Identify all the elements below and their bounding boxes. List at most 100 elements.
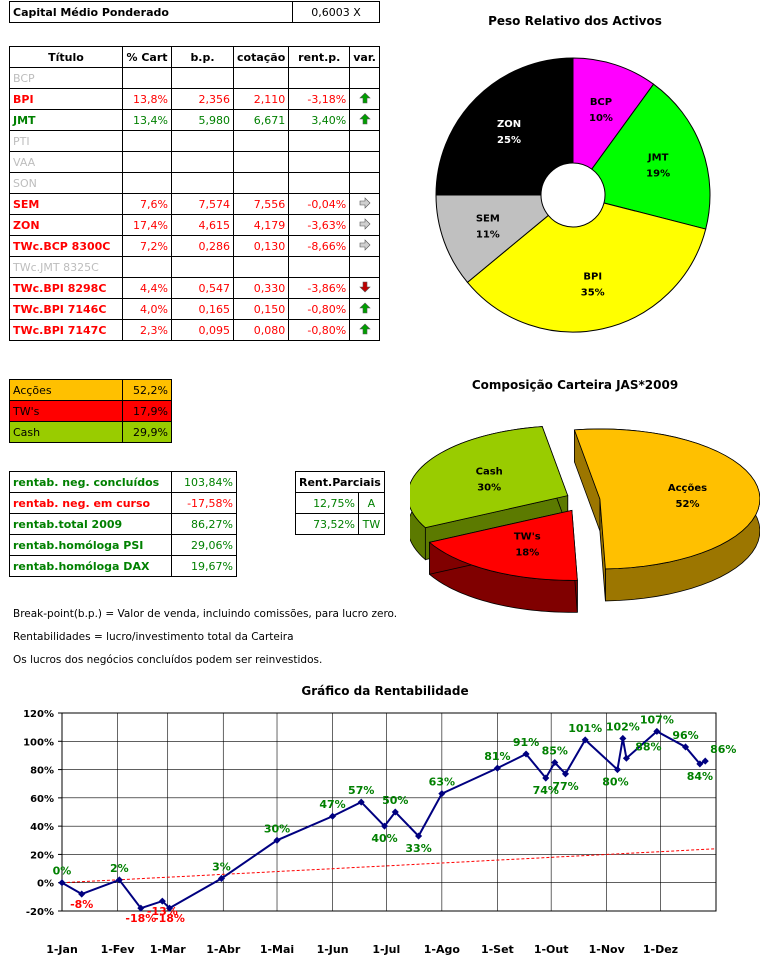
holding-rent xyxy=(288,67,351,89)
holding-title: SON xyxy=(9,172,123,194)
data-label: -8% xyxy=(70,898,93,911)
holding-row: TWc.BPI 7146C 4,0% 0,165 0,150 -0,80% xyxy=(9,298,380,320)
allocation-row: Acções 52,2% xyxy=(9,379,172,401)
arrow-down-icon xyxy=(358,281,371,293)
partial-row: 73,52% TW xyxy=(294,513,385,535)
x-tick-label: 1-Ago xyxy=(424,943,461,956)
holding-rent: -0,80% xyxy=(288,319,351,341)
data-point xyxy=(391,808,399,816)
pie-slice-label: ZON xyxy=(497,119,521,130)
portfolio-composition-3d-pie: Cash 30% Acções 52% TW's 18% xyxy=(410,426,760,613)
holding-pct xyxy=(122,172,172,194)
pie-slice-sem xyxy=(435,194,550,284)
partial-tag: A xyxy=(358,492,385,514)
data-label: 57% xyxy=(348,784,374,797)
data-label: 74% xyxy=(533,784,559,797)
holding-row: SEM 7,6% 7,574 7,556 -0,04% xyxy=(9,193,380,215)
holding-var xyxy=(349,277,380,299)
return-row: rentab. neg. em curso -17,58% xyxy=(9,492,237,514)
holding-cotacao: 0,150 xyxy=(232,298,290,320)
holding-rent xyxy=(288,130,351,152)
holding-row: TWc.BCP 8300C 7,2% 0,286 0,130 -8,66% xyxy=(9,235,380,257)
capital-value: 0,6003 X xyxy=(292,1,380,23)
allocation-value: 17,9% xyxy=(122,400,172,422)
pie1-title: Peso Relativo dos Activos xyxy=(488,14,662,28)
data-label: 3% xyxy=(212,860,231,873)
data-label: 84% xyxy=(687,770,713,783)
data-label: 40% xyxy=(371,832,397,845)
arrow-right-icon xyxy=(359,217,371,230)
holding-var xyxy=(349,193,380,215)
y-tick-label: 80% xyxy=(30,766,54,777)
pie-slice-label: BCP xyxy=(590,97,612,108)
holding-title: BPI xyxy=(9,88,123,110)
return-row: rentab.total 2009 86,27% xyxy=(9,513,237,535)
pie-slice-value: 11% xyxy=(476,230,500,241)
benchmark-trend-line xyxy=(61,848,717,884)
holding-cotacao: 0,130 xyxy=(232,235,290,257)
return-row: rentab.homóloga DAX 19,67% xyxy=(9,555,237,577)
holding-row: VAA xyxy=(9,151,380,173)
arrow-up-icon xyxy=(358,323,371,335)
holding-bp xyxy=(171,151,234,173)
return-label: rentab.homóloga PSI xyxy=(9,534,172,556)
pie-slice-value: 10% xyxy=(589,113,613,124)
holding-bp xyxy=(171,256,234,278)
x-tick-label: 1-Dez xyxy=(643,943,678,956)
holding-bp xyxy=(171,172,234,194)
holding-bp xyxy=(171,67,234,89)
data-point xyxy=(329,812,337,820)
holding-row: TWc.JMT 8325C xyxy=(9,256,380,278)
arrow-up-icon xyxy=(358,113,371,125)
allocation-row: Cash 29,9% xyxy=(9,421,172,443)
holding-var xyxy=(349,109,380,131)
holding-var xyxy=(349,235,380,257)
pie3d-slice-cash xyxy=(410,426,569,529)
holding-var xyxy=(349,151,380,173)
holding-row: TWc.BPI 8298C 4,4% 0,547 0,330 -3,86% xyxy=(9,277,380,299)
allocation-label: TW's xyxy=(9,400,123,422)
holding-cotacao: 4,179 xyxy=(232,214,290,236)
pie-slice-value: 35% xyxy=(581,287,605,298)
pie3d-slice-accoes xyxy=(573,428,760,570)
holding-cotacao xyxy=(232,256,290,278)
holding-rent xyxy=(288,172,351,194)
x-tick-label: 1-Out xyxy=(534,943,569,956)
holding-bp: 4,615 xyxy=(171,214,234,236)
x-tick-label: 1-Jan xyxy=(46,943,78,956)
y-tick-label: 0% xyxy=(37,879,54,890)
data-point xyxy=(622,754,630,762)
holding-title: VAA xyxy=(9,151,123,173)
allocation-value: 29,9% xyxy=(122,421,172,443)
data-point xyxy=(561,770,570,778)
data-label: 88% xyxy=(635,740,661,753)
data-point xyxy=(613,766,621,774)
holding-bp xyxy=(171,130,234,152)
return-label: rentab. neg. em curso xyxy=(9,492,172,514)
holding-bp: 0,165 xyxy=(171,298,234,320)
partials-title: Rent.Parciais xyxy=(295,471,385,493)
holdings-table: Título% Cart b.p. cotação rent.p. var. BCP BP… xyxy=(9,46,380,341)
holding-cotacao xyxy=(232,130,290,152)
holding-row: TWc.BPI 7147C 2,3% 0,095 0,080 -0,80% xyxy=(9,319,380,341)
allocation-label: Cash xyxy=(9,421,123,443)
holding-rent xyxy=(288,256,351,278)
arrow-right-icon xyxy=(359,196,371,209)
x-tick-label: 1-Jul xyxy=(372,943,400,956)
asset-weight-doughnut-chart: BCP 10% JMT 19% BPI 35% SEM 11% ZON 25% xyxy=(435,57,711,333)
return-value: -17,58% xyxy=(171,492,237,514)
holding-pct xyxy=(122,67,172,89)
data-label: 33% xyxy=(405,842,431,855)
allocation-value: 52,2% xyxy=(122,379,172,401)
holding-row: BPI 13,8% 2,356 2,110 -3,18% xyxy=(9,88,380,110)
pie-slice-jmt xyxy=(591,83,711,230)
holding-title: TWc.BPI 7147C xyxy=(9,319,123,341)
holding-pct: 4,4% xyxy=(122,277,172,299)
return-label: rentab.homóloga DAX xyxy=(9,555,172,577)
x-tick-label: 1-Jun xyxy=(317,943,349,956)
y-tick-label: -20% xyxy=(26,907,54,918)
note-lucros: Os lucros dos negócios concluídos podem … xyxy=(13,654,323,666)
data-label: 50% xyxy=(382,794,408,807)
holding-bp: 0,095 xyxy=(171,319,234,341)
holding-cotacao xyxy=(232,67,290,89)
